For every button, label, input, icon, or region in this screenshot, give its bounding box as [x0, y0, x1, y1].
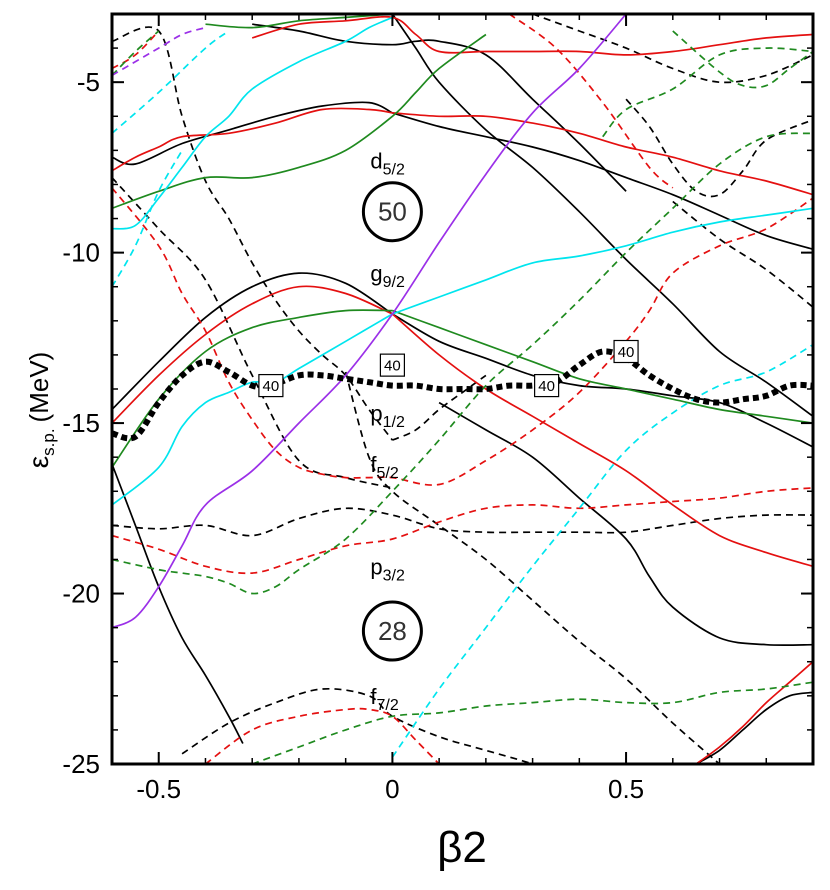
fermi-box-label: 40 — [538, 378, 555, 395]
x-tick-label: 0.5 — [608, 774, 644, 804]
fermi-box-label: 40 — [618, 344, 635, 361]
x-tick-label: -0.5 — [136, 774, 181, 804]
level-line-cyan-dashed-42 — [112, 30, 230, 134]
level-line-green-solid-31 — [392, 309, 813, 424]
axis-ticks: -0.5 0 0.5 -5 -10 -15 -20 -25 — [62, 13, 814, 804]
level-line-red-dashed-25 — [112, 487, 813, 575]
level-line-black-dashed-17 — [672, 200, 813, 308]
level-line-red-dashed-24 — [112, 187, 813, 486]
orbital-subscript: 9/2 — [383, 274, 405, 291]
level-line-green-dashed-34 — [251, 681, 813, 764]
orbital-letter: p — [370, 554, 382, 579]
y-axis-title: εs.p. (MeV) — [23, 352, 58, 469]
y-tick-label: -20 — [62, 579, 100, 609]
level-line-red-solid-21 — [391, 313, 813, 568]
level-line-violet-solid-44 — [112, 14, 627, 629]
fermi-box-frame — [379, 353, 405, 377]
x-axis-title: β2 — [437, 823, 487, 872]
orbital-label-d5-2: d5/2 — [370, 149, 405, 179]
level-line-green-dashed-36 — [672, 30, 813, 89]
y-axis-title-main: ε — [23, 456, 54, 468]
level-line-black-solid-4 — [112, 463, 244, 744]
level-line-green-dashed-37 — [602, 47, 813, 138]
level-line-black-dashed-16 — [112, 177, 393, 489]
y-tick-label: -15 — [62, 408, 100, 438]
orbital-subscript: 5/2 — [377, 465, 399, 482]
fermi-box-frame — [258, 373, 284, 398]
fermi-particle-number-box: 40 — [379, 353, 405, 377]
level-line-green-solid-32 — [205, 14, 393, 29]
level-line-green-dashed-35 — [112, 30, 160, 76]
level-line-red-dashed-26 — [204, 707, 440, 764]
level-line-cyan-solid-39 — [112, 313, 393, 506]
fermi-box-frame — [534, 373, 560, 398]
magic-number-28: 28 — [361, 600, 423, 662]
level-line-red-solid-20 — [112, 285, 393, 424]
orbital-label-p1-2: p1/2 — [370, 401, 405, 431]
level-line-green-dashed-33 — [112, 132, 813, 595]
y-tick-label: -5 — [77, 67, 100, 97]
level-line-cyan-dashed-41 — [391, 343, 813, 758]
fermi-particle-number-box: 40 — [613, 339, 639, 364]
orbital-subscript: 3/2 — [383, 567, 405, 584]
magic-number-circle — [361, 181, 423, 243]
orbital-letter: d — [370, 149, 382, 174]
orbital-letter: g — [370, 261, 382, 286]
x-axis-title-text: β2 — [437, 823, 487, 872]
orbital-subscript: 5/2 — [383, 162, 405, 179]
orbital-letter: p — [370, 401, 382, 426]
level-line-black-solid-8 — [252, 23, 627, 192]
level-line-black-dashed-10 — [392, 374, 487, 441]
level-line-black-solid-3 — [391, 313, 813, 448]
level-line-red-dashed-27 — [508, 14, 674, 189]
orbital-label-f7-2: f7/2 — [370, 684, 398, 714]
magic-number-label: 50 — [378, 197, 407, 227]
orbital-label-f5-2: f5/2 — [370, 452, 398, 482]
orbital-letter: f — [370, 684, 377, 709]
level-line-black-dashed-14 — [532, 14, 813, 84]
level-line-cyan-solid-40 — [392, 207, 813, 315]
y-tick-label: -25 — [62, 749, 100, 779]
orbital-subscript: 1/2 — [383, 414, 405, 431]
level-line-red-solid-18 — [112, 107, 393, 172]
fermi-particle-number-box: 40 — [258, 373, 284, 398]
level-line-black-solid-7 — [695, 691, 813, 764]
fermi-level-line — [112, 348, 813, 442]
level-line-red-solid-19 — [392, 112, 813, 196]
level-line-black-solid-5 — [391, 14, 813, 417]
level-line-black-dashed-11 — [112, 507, 813, 537]
fermi-box-label: 40 — [263, 378, 280, 395]
level-line-black-dashed-12 — [181, 687, 536, 764]
fermi-box-frame — [613, 339, 639, 364]
level-line-black-dashed-13 — [344, 371, 721, 764]
fermi-particle-number-box: 40 — [534, 373, 560, 398]
magic-number-50: 50 — [361, 181, 423, 243]
level-line-black-solid-1 — [392, 112, 813, 251]
orbital-label-g9-2: g9/2 — [370, 261, 405, 291]
orbital-letter: f — [370, 452, 377, 477]
level-line-green-solid-29 — [112, 33, 487, 210]
fermi-box-label: 40 — [384, 358, 401, 375]
level-line-red-dashed-28 — [112, 30, 160, 70]
orbital-label-p3-2: p3/2 — [370, 554, 405, 584]
level-line-red-solid-22 — [251, 15, 813, 56]
x-tick-label: 0 — [385, 774, 399, 804]
level-line-violet-dashed-45 — [112, 26, 206, 77]
level-line-black-solid-0 — [112, 101, 393, 166]
level-line-black-solid-6 — [438, 401, 813, 647]
level-line-red-solid-23 — [695, 661, 813, 764]
y-tick-label: -10 — [62, 238, 100, 268]
y-axis-title-sub: s.p. — [39, 428, 58, 455]
level-lines — [112, 14, 813, 764]
level-line-black-dashed-15 — [625, 98, 813, 198]
fermi-level — [112, 348, 813, 442]
magic-number-circle — [361, 600, 423, 662]
orbital-subscript: 7/2 — [377, 697, 399, 714]
level-line-black-solid-2 — [112, 272, 393, 411]
magic-number-label: 28 — [378, 616, 407, 646]
level-line-cyan-dashed-43 — [112, 149, 183, 288]
y-axis-title-unit: (MeV) — [24, 352, 54, 423]
